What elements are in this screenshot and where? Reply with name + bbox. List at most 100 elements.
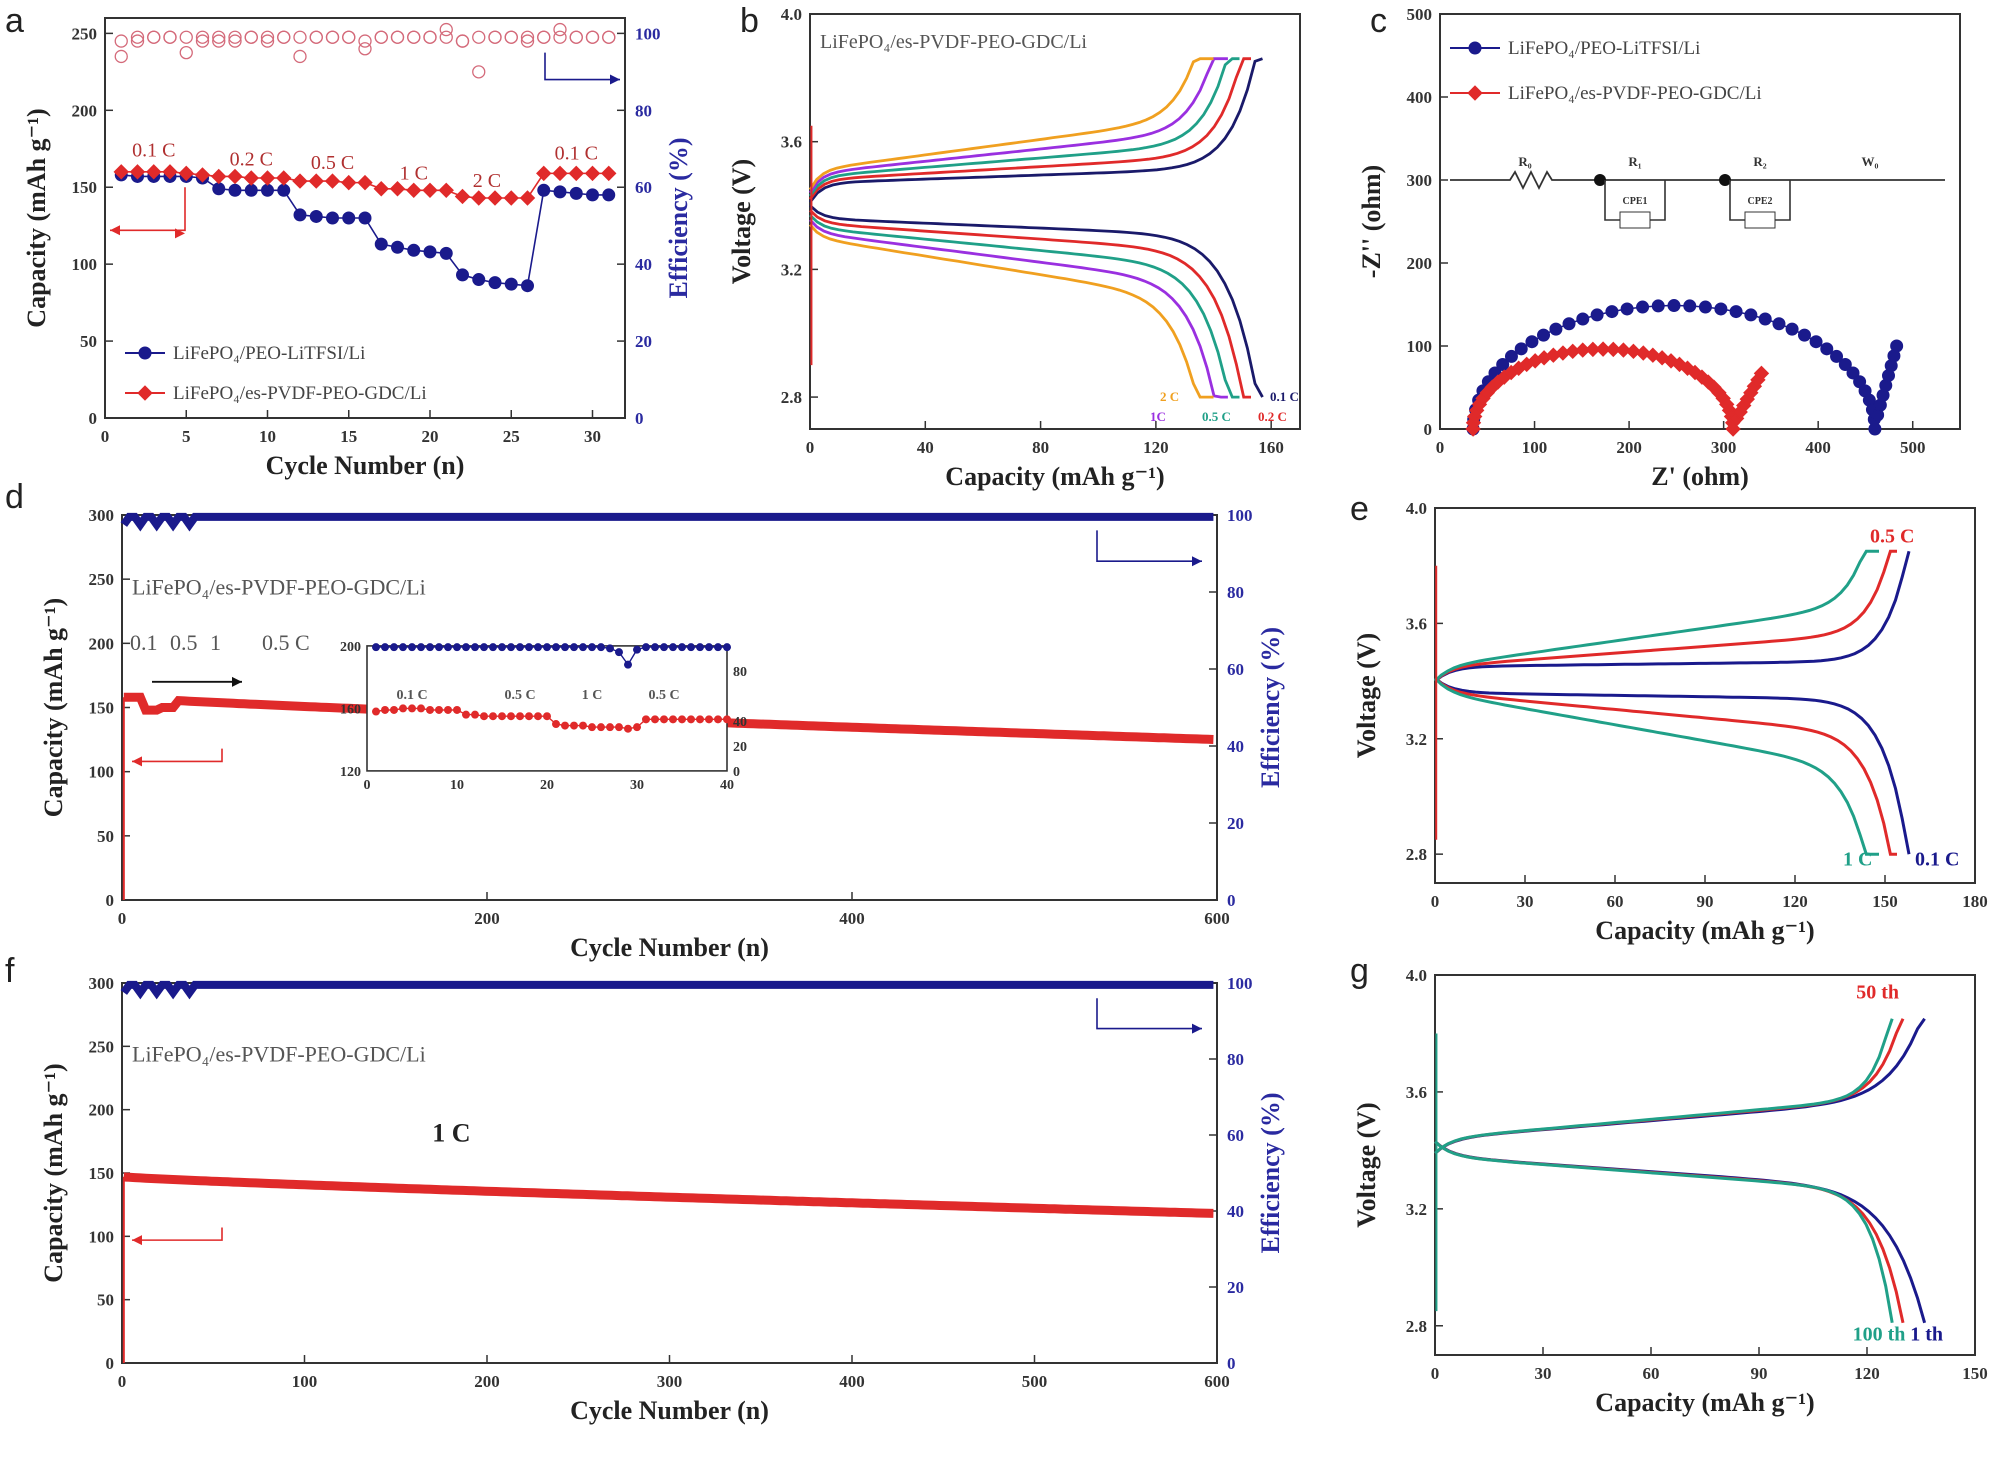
data-point [260, 34, 275, 48]
inset-capacity-point [615, 723, 623, 732]
data-point [244, 30, 258, 44]
rate-legend-label: 2 C [1160, 389, 1179, 404]
legend-label: LiFePO₄/PEO-LiTFSI/Li [1508, 38, 1700, 59]
inset-capacity-point [651, 715, 659, 724]
inset-efficiency-point [462, 643, 470, 652]
inset-efficiency-point [381, 643, 389, 652]
data-point [1605, 305, 1619, 319]
inset-efficiency-point [651, 643, 659, 652]
rate-text: 1 [210, 630, 221, 655]
data-point [358, 42, 372, 56]
data-point [1744, 308, 1758, 322]
data-point [585, 30, 600, 44]
charge-curve [808, 57, 1263, 204]
data-point [488, 276, 502, 290]
legend-marker [1467, 85, 1483, 101]
left-axis-arrow-head [132, 1235, 142, 1246]
y-tick-label: 300 [1407, 171, 1433, 190]
circuit-label: R₂ [1753, 154, 1766, 169]
data-point [293, 208, 307, 222]
panel-title: LiFePO₄/es-PVDF-PEO-GDC/Li [132, 1042, 426, 1067]
inset-x-tick: 0 [364, 778, 371, 793]
data-point [260, 30, 275, 44]
y-tick-label: 4.0 [1406, 499, 1427, 518]
x-tick-label: 80 [1032, 438, 1049, 457]
x-tick-label: 100 [292, 1372, 318, 1391]
left-axis-arrow-line [110, 187, 186, 232]
inset-x-tick: 30 [630, 778, 644, 793]
data-point [259, 170, 276, 186]
data-point [358, 211, 372, 225]
discharge-curve [1434, 1140, 1927, 1324]
y2-tick-label: 80 [635, 101, 652, 120]
charge-curve [1434, 550, 1911, 683]
inset-capacity-point [714, 715, 722, 724]
curve-label: 1 C [1843, 849, 1872, 871]
inset-efficiency-point [714, 643, 722, 652]
data-point [195, 30, 210, 44]
inset-efficiency-point [597, 643, 605, 652]
data-point [1605, 341, 1621, 358]
inset-efficiency-point [471, 643, 479, 652]
x-tick-label: 400 [1805, 438, 1831, 457]
x-tick-label: 100 [1522, 438, 1548, 457]
inset-capacity-point [489, 712, 497, 721]
data-point [113, 164, 129, 180]
data-point [439, 246, 453, 260]
data-point [1846, 366, 1860, 380]
inset-capacity-point [435, 705, 443, 714]
rate-label: 0.2 C [230, 149, 273, 171]
inset-efficiency-point [705, 643, 713, 652]
y-tick-label: 0 [106, 891, 115, 910]
data-point [439, 30, 453, 44]
data-point [293, 49, 307, 64]
inset-efficiency-point [606, 644, 614, 653]
inset-capacity-point [588, 723, 596, 732]
y2-axis-label: Efficiency (%) [1256, 627, 1285, 788]
data-point [552, 165, 568, 182]
data-point [130, 30, 145, 44]
y2-tick-label: 20 [635, 332, 652, 351]
y-tick-label: 0 [106, 1354, 115, 1373]
left-axis-arrow-head [132, 756, 142, 767]
data-point [536, 165, 552, 182]
data-point [390, 30, 405, 44]
data-point [228, 34, 242, 48]
y-tick-label: 4.0 [781, 5, 802, 24]
y-axis-label: Voltage (V) [1352, 1102, 1381, 1227]
y-tick-label: 200 [89, 634, 115, 653]
inset-y-tick: 200 [340, 640, 361, 655]
curve-label: 100 th [1853, 1323, 1906, 1345]
data-point [195, 34, 210, 48]
data-point [1620, 302, 1634, 316]
rate-legend: 2 C 0.1 C 1C 0.5 C 0.2 C [1150, 389, 1299, 424]
data-point [1645, 347, 1661, 363]
legend: LiFePO₄/PEO-LiTFSI/Li LiFePO₄/es-PVDF-PEO… [125, 343, 427, 404]
rate-label: 0.1 C [555, 143, 598, 165]
curve-label: 50 th [1856, 981, 1899, 1003]
data-point [1809, 335, 1823, 349]
x-tick-label: 30 [584, 427, 601, 446]
y-axis-label: Capacity (mAh g⁻¹) [39, 598, 68, 817]
inset-efficiency-point [372, 643, 380, 652]
right-axis-arrow-head [1192, 1023, 1202, 1034]
data-point [163, 30, 177, 44]
discharge-curve [1434, 1140, 1894, 1324]
data-point [537, 30, 551, 44]
data-point [1714, 302, 1728, 316]
y-tick-label: 2.8 [1406, 845, 1427, 864]
inset-efficiency-point [561, 643, 569, 652]
data-point [601, 165, 617, 182]
inset-capacity-point [669, 715, 677, 724]
data-point [1537, 328, 1551, 342]
y2-tick-label: 0 [1227, 1354, 1236, 1373]
panel-b: b 0 40 80 120 160 2.8 3.2 3.6 4.0 Capacity (mAh g⁻… [727, 2, 1301, 491]
inset-capacity-point [516, 712, 524, 721]
y-tick-label: 150 [89, 1164, 115, 1183]
data-point [261, 183, 274, 197]
y-tick-label: 500 [1407, 5, 1433, 24]
data-point [130, 34, 145, 48]
rate-text: 0.5 C [262, 630, 310, 655]
inset-capacity-point [480, 712, 488, 721]
y-tick-label: 200 [89, 1101, 115, 1120]
